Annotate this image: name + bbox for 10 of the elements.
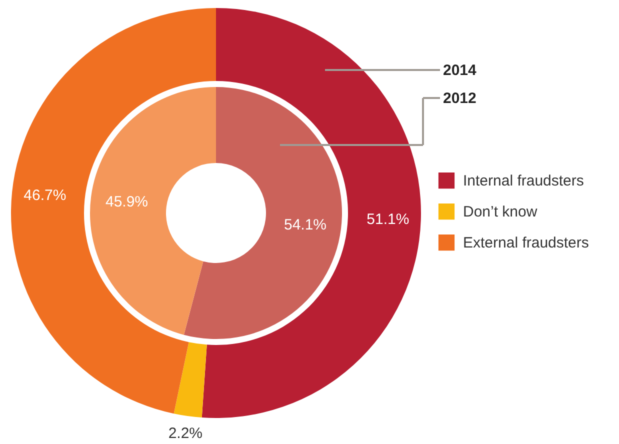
data-label: 45.9% — [105, 193, 148, 210]
data-label: 46.7% — [24, 187, 66, 204]
legend-label: Don’t know — [463, 204, 538, 220]
data-label: 51.1% — [366, 210, 410, 228]
data-label: 54.1% — [284, 216, 327, 234]
legend-label: External fraudsters — [463, 234, 589, 252]
slice-label: 2012 — [443, 90, 476, 107]
slice-label: 2014 — [443, 62, 478, 79]
legend-label: Internal fraudsters — [463, 172, 584, 190]
data-label: 2.2% — [168, 424, 203, 442]
